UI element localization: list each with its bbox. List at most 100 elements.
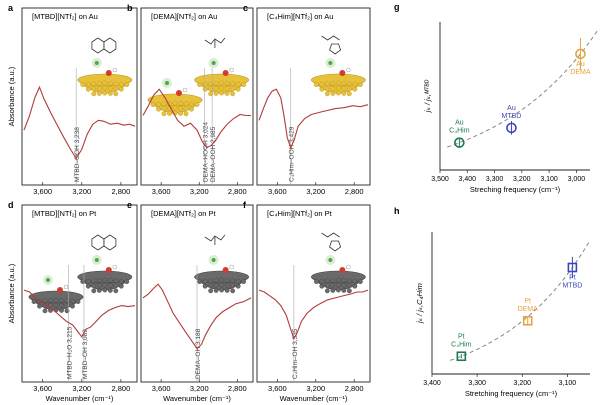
x-axis-title: Wavenumber (cm⁻¹) <box>280 394 348 403</box>
atom-icon <box>219 85 225 91</box>
point-label: Au <box>455 120 464 127</box>
x-tick-label: 3,500 <box>431 176 449 183</box>
point-label: Au <box>576 61 585 68</box>
atom-icon <box>208 278 214 284</box>
hydrogen-atom-icon <box>112 264 118 270</box>
atom-icon <box>113 81 119 87</box>
point-label: Pt <box>458 333 465 340</box>
atom-icon <box>235 278 241 284</box>
atom-icon <box>346 278 352 284</box>
x-tick-label: 3,400 <box>423 380 441 387</box>
x-tick-label: 3,600 <box>152 187 171 196</box>
atom-icon <box>341 86 347 91</box>
hydrogen-atom-icon <box>346 264 351 270</box>
peak-label: MTBD–H₂O 3,215 <box>66 326 73 379</box>
butyl-chain-icon <box>321 232 340 238</box>
peak-label: DEMA–OOH 2,985 <box>210 126 217 182</box>
atom-icon <box>102 282 108 288</box>
atom-icon <box>91 91 97 97</box>
atom-icon <box>219 277 225 283</box>
atom-icon <box>202 86 208 92</box>
x-axis-title: Wavenumber (cm⁻¹) <box>46 394 114 403</box>
atom-icon <box>156 101 161 107</box>
atom-icon <box>107 81 113 86</box>
x-tick-label: 2,800 <box>112 384 131 393</box>
hydrogen-atom-icon <box>229 264 234 270</box>
nitrogen-atom-icon <box>328 258 333 262</box>
atom-icon <box>59 307 64 313</box>
ir-spectra-layer: a [MTBD][NTf₂] on Au MTBD–OOH 3,238 3,600 3,… <box>7 3 371 403</box>
x-axis-title: Streching frequency (cm⁻¹) <box>470 185 561 194</box>
x-tick-label: 3,600 <box>268 187 287 196</box>
x-tick-label: 3,600 <box>33 187 52 196</box>
atom-icon <box>42 308 48 314</box>
atom-icon <box>48 297 53 303</box>
fit-curve <box>447 28 600 148</box>
atom-icon <box>335 287 341 293</box>
nitrogen-atom-icon <box>165 81 169 85</box>
imidazole-ring-icon <box>329 43 342 55</box>
atom-icon <box>352 86 358 92</box>
atom-icon <box>313 82 319 88</box>
panel-title: [MTBD][NTf₂] on Pt <box>32 209 97 218</box>
atom-icon <box>102 85 108 91</box>
atom-icon <box>107 282 113 288</box>
atom-icon <box>346 283 352 289</box>
panel-title: [MTBD][NTf₂] on Au <box>32 12 98 21</box>
atom-icon <box>167 111 172 116</box>
x-tick-label: 3,200 <box>190 187 209 196</box>
atom-icon <box>75 299 81 304</box>
atom-icon <box>107 277 113 283</box>
nitrogen-atom-icon <box>328 61 333 65</box>
atom-icon <box>118 81 124 87</box>
atom-icon <box>230 91 236 97</box>
hydrogen-atom-icon <box>346 67 351 73</box>
atom-icon <box>357 82 363 88</box>
atom-icon <box>107 287 113 293</box>
panel-letter: d <box>8 200 14 210</box>
panel-letter: b <box>127 3 133 13</box>
atom-icon <box>208 91 214 97</box>
atom-icon <box>96 81 102 86</box>
point-label: C₄Him <box>451 341 472 348</box>
nitrogen-atom-icon <box>94 258 99 262</box>
scatter-panel-g: g 3,500 3,400 3,300 3,200 3,100 3,000 Streching… <box>394 2 600 194</box>
atom-icon <box>235 283 241 289</box>
atom-icon <box>335 85 341 91</box>
point-label: Pt <box>569 275 576 282</box>
atom-icon <box>219 282 225 288</box>
atom-icon <box>102 277 108 283</box>
atom-icon <box>208 81 214 87</box>
x-tick-label: 3,200 <box>72 187 91 196</box>
hydrogen-atom-icon <box>63 284 69 290</box>
peak-label: MTBD–OH 3,089 <box>82 329 89 379</box>
ir-panel-e: e [DEMA][NTf₂] on Pt DEMA–OH 3,188 3,600 3,2… <box>127 200 254 403</box>
atom-icon <box>107 91 113 96</box>
y-axis-title: Absorbance (a.u.) <box>7 66 16 126</box>
atom-icon <box>341 277 347 283</box>
absorbance-trace <box>258 289 369 341</box>
absorbance-trace <box>258 88 369 150</box>
absorbance-trace <box>142 283 252 350</box>
atom-icon <box>335 282 341 288</box>
x-axis-title: Stretching frequency (cm⁻¹) <box>465 389 558 398</box>
gold-surface-illustration <box>310 58 367 97</box>
atom-icon <box>219 90 225 96</box>
point-label: MTBD <box>562 283 582 290</box>
absorbance-trace <box>23 289 136 338</box>
data-point <box>575 48 586 60</box>
atom-icon <box>324 86 330 92</box>
x-tick-label: 2,800 <box>228 187 247 196</box>
x-tick-label: 3,400 <box>459 176 477 183</box>
atom-icon <box>213 81 219 86</box>
absorbance-trace <box>142 88 251 149</box>
atom-icon <box>352 283 358 289</box>
atom-icon <box>156 106 161 112</box>
atom-icon <box>178 106 183 111</box>
gold-surface-illustration <box>77 58 133 97</box>
atom-icon <box>335 277 341 283</box>
atom-icon <box>324 288 330 294</box>
atom-icon <box>107 86 113 91</box>
point-label: Au <box>507 105 516 112</box>
